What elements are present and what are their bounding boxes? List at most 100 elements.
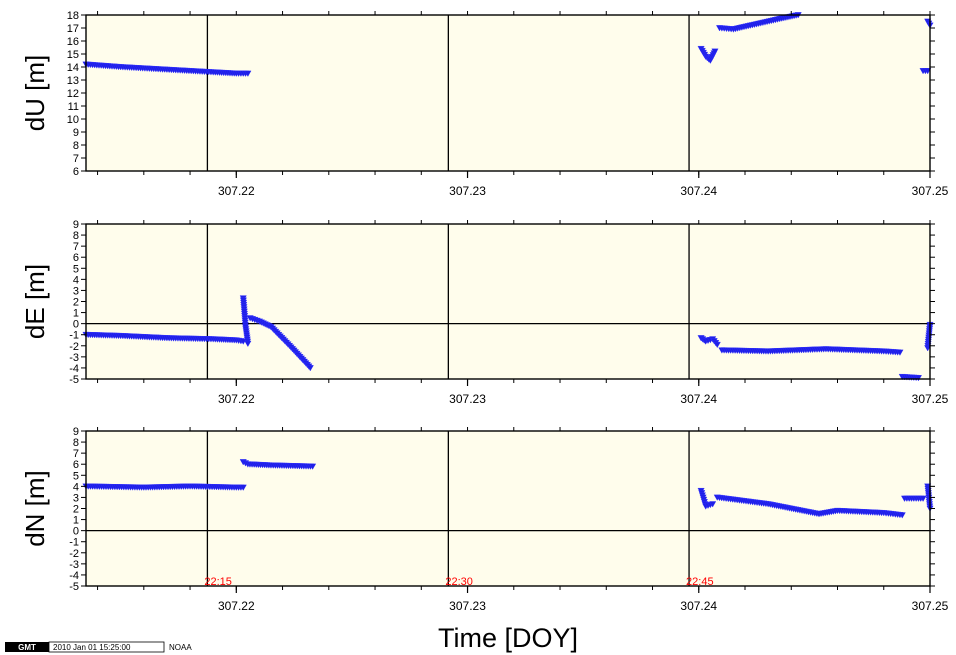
y-tick-label: 6 [73, 166, 79, 178]
gmt-logo [5, 642, 49, 652]
plot-area [86, 224, 930, 379]
y-tick-label: 16 [67, 36, 79, 48]
x-tick-label: 307.25 [912, 184, 949, 198]
series-segment [697, 335, 721, 349]
data-point [711, 48, 719, 55]
series-segment [919, 68, 932, 75]
y-axis-title: dE [m] [20, 264, 50, 339]
y-tick-label: -4 [69, 570, 79, 582]
y-tick-label: 7 [73, 153, 79, 165]
y-tick-label: 4 [73, 274, 79, 286]
y-tick-label: -1 [69, 330, 79, 342]
y-tick-label: 8 [73, 230, 79, 242]
y-tick-label: 6 [73, 252, 79, 264]
y-tick-label: 15 [67, 49, 79, 61]
time-mark-label: 22:45 [686, 576, 714, 588]
data-point [914, 375, 922, 382]
x-tick-label: 307.22 [218, 599, 255, 613]
y-tick-label: 2 [73, 297, 79, 309]
y-tick-label: 4 [73, 481, 79, 493]
series-segment [697, 487, 717, 510]
x-tick-label: 307.25 [912, 392, 949, 406]
y-tick-label: 9 [73, 426, 79, 438]
y-tick-label: 9 [73, 127, 79, 139]
time-mark-label: 22:15 [204, 576, 232, 588]
x-axis-title: Time [DOY] [438, 623, 578, 653]
y-tick-label: 18 [67, 10, 79, 22]
y-tick-label: 14 [67, 62, 79, 74]
y-tick-label: 1 [73, 515, 79, 527]
y-tick-label: 7 [73, 241, 79, 253]
y-tick-label: 0 [73, 526, 79, 538]
series-segment [239, 459, 317, 470]
y-tick-label: 17 [67, 23, 79, 35]
series-segment [82, 483, 247, 491]
data-point [709, 501, 717, 508]
data-point [244, 340, 252, 347]
y-tick-label: -3 [69, 352, 79, 364]
x-tick-label: 307.24 [680, 392, 717, 406]
data-point [924, 68, 932, 75]
y-tick-label: -4 [69, 363, 79, 375]
series-segment [713, 494, 906, 519]
y-tick-label: 13 [67, 75, 79, 87]
data-point [919, 495, 927, 502]
series-segment [239, 295, 252, 347]
data-point [309, 463, 317, 470]
series-segment [82, 331, 247, 345]
time-mark-label: 22:30 [445, 576, 473, 588]
y-tick-label: 7 [73, 448, 79, 460]
data-point [239, 484, 247, 491]
series-segment [901, 495, 927, 502]
gmt-timestamp: GMT 2010 Jan 01 15:25:00 NOAA [5, 641, 192, 653]
timestamp-text: 2010 Jan 01 15:25:00 [53, 643, 131, 652]
x-tick-label: 307.25 [912, 599, 949, 613]
series-segment [697, 46, 719, 64]
gmt-logo-text: GMT [18, 643, 36, 652]
series-segment [718, 346, 904, 356]
y-tick-label: 1 [73, 308, 79, 320]
data-point [306, 365, 314, 372]
y-tick-label: 12 [67, 88, 79, 100]
y-tick-label: 8 [73, 140, 79, 152]
y-tick-label: 6 [73, 459, 79, 471]
y-axis-title: dU [m] [20, 55, 50, 132]
org-text: NOAA [169, 643, 192, 652]
y-tick-label: -1 [69, 537, 79, 549]
x-tick-label: 307.24 [680, 599, 717, 613]
x-tick-label: 307.24 [680, 184, 717, 198]
data-point [713, 341, 721, 349]
y-tick-label: 3 [73, 492, 79, 504]
y-tick-label: 8 [73, 437, 79, 449]
y-tick-label: 9 [73, 219, 79, 231]
series-segment [246, 315, 314, 372]
y-tick-label: -2 [69, 548, 79, 560]
y-tick-label: -3 [69, 559, 79, 571]
series-segment [898, 373, 922, 382]
y-tick-label: 3 [73, 285, 79, 297]
x-tick-label: 307.22 [218, 184, 255, 198]
y-axis-title: dN [m] [20, 470, 50, 547]
x-tick-label: 307.23 [449, 184, 486, 198]
data-point [898, 512, 906, 519]
y-tick-label: 2 [73, 504, 79, 516]
y-tick-label: 5 [73, 470, 79, 482]
y-tick-label: 0 [73, 319, 79, 331]
plot-area [86, 15, 930, 171]
y-tick-label: -5 [69, 374, 79, 386]
y-tick-label: 5 [73, 263, 79, 275]
y-tick-label: 11 [68, 101, 79, 113]
data-point [244, 70, 252, 77]
y-tick-label: -2 [69, 341, 79, 353]
x-tick-label: 307.23 [449, 392, 486, 406]
y-tick-label: -5 [69, 581, 79, 593]
x-tick-label: 307.23 [449, 599, 486, 613]
timestamp-box [48, 641, 165, 653]
x-tick-label: 307.22 [218, 392, 255, 406]
data-point [896, 349, 904, 356]
